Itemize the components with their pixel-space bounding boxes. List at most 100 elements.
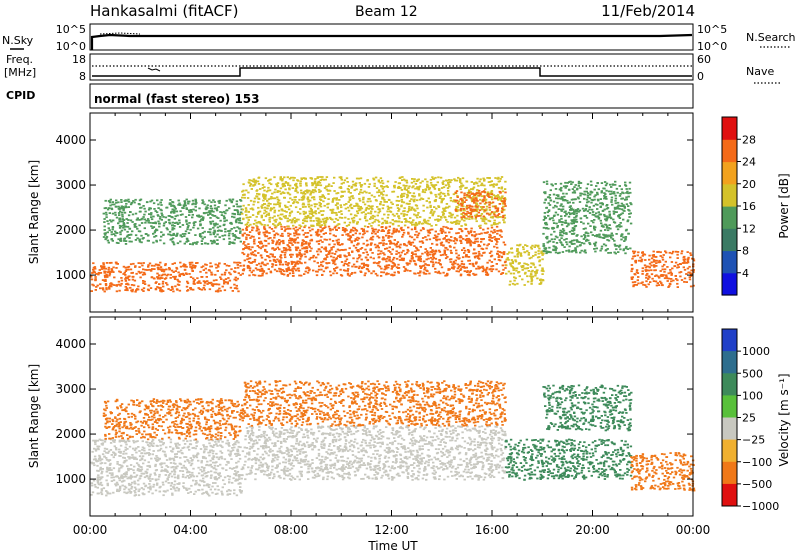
echo-cell [371,232,374,235]
echo-cell [591,199,595,202]
echo-cell [237,272,240,275]
echo-cell [603,192,606,194]
echo-cell [434,261,438,264]
echo-cell [422,204,425,207]
echo-cell [266,262,269,265]
echo-cell [565,232,568,234]
echo-cell [121,215,124,218]
echo-cell [358,193,361,195]
echo-cell [459,207,463,210]
echo-cell [440,232,443,234]
echo-cell [408,202,411,205]
echo-cell [561,251,565,253]
echo-cell [225,269,228,272]
echo-cell [460,197,463,200]
echo-cell [416,234,420,237]
echo-cell [498,197,501,200]
echo-cell [251,208,255,211]
echo-cell [668,282,672,285]
echo-cell [380,230,383,232]
echo-cell [403,270,406,272]
echo-cell [476,206,479,208]
echo-region [90,438,243,497]
echo-cell [242,217,245,220]
echo-cell [381,182,385,185]
echo-cell [431,249,434,251]
echo-cell [483,231,486,234]
echo-cell [468,189,471,192]
echo-cell [229,273,232,276]
echo-cell [465,228,468,230]
echo-cell [201,199,204,202]
echo-cell [306,232,310,234]
echo-cell [499,216,502,218]
echo-cell [543,191,546,194]
echo-cell [362,196,365,199]
echo-cell [155,455,158,457]
echo-cell [363,203,367,206]
echo-cell [279,255,282,258]
echo-cell [284,251,287,254]
echo-cell [461,256,465,259]
echo-cell [233,287,237,290]
echo-cell [494,215,497,218]
echo-cell [225,199,228,202]
echo-cell [454,208,457,211]
echo-cell [499,178,502,180]
echo-cell [364,256,368,259]
echo-cell [514,277,517,280]
echo-cell [276,196,279,199]
echo-cell [155,211,159,214]
echo-cell [608,214,611,217]
echo-cell [409,217,412,219]
echo-cell [349,204,352,207]
echo-cell [493,231,496,233]
echo-cell [462,212,465,214]
echo-cell [398,255,402,258]
echo-cell [371,227,374,230]
echo-cell [171,288,174,290]
echo-cell [594,244,597,247]
echo-cell [596,193,599,196]
echo-cell [474,273,478,276]
echo-cell [627,208,630,211]
echo-cell [611,183,615,186]
echo-cell [201,227,204,229]
echo-cell [398,208,401,211]
echo-cell [159,201,162,204]
echo-cell [290,210,293,213]
echo-cell [325,219,328,222]
echo-cell [315,217,318,220]
echo-cell [271,255,274,258]
echo-cell [314,186,317,189]
echo-cell [463,270,466,273]
echo-cell [224,212,227,215]
echo-cell [550,238,554,241]
echo-cell [624,252,627,255]
echo-cell [309,250,312,252]
echo-cell [344,260,347,263]
echo-cell [267,242,270,245]
echo-cell [159,268,162,271]
echo-cell [110,208,114,211]
echo-cell [577,210,580,213]
echo-cell [202,280,206,283]
echo-cell [516,255,519,258]
echo-cell [393,239,396,241]
echo-cell [557,197,560,200]
echo-cell [138,238,141,241]
echo-cell [466,210,469,213]
echo-cell [326,266,329,269]
echo-cell [648,266,651,269]
echo-cell [349,213,353,216]
echo-cell [522,248,525,251]
echo-cell [331,259,334,262]
echo-cell [181,233,185,235]
echo-cell [460,236,463,239]
echo-cell [364,215,367,218]
echo-cell [501,264,504,267]
echo-cell [548,194,552,196]
echo-cell [430,184,433,186]
echo-cell [137,230,141,233]
echo-cell [614,194,617,197]
